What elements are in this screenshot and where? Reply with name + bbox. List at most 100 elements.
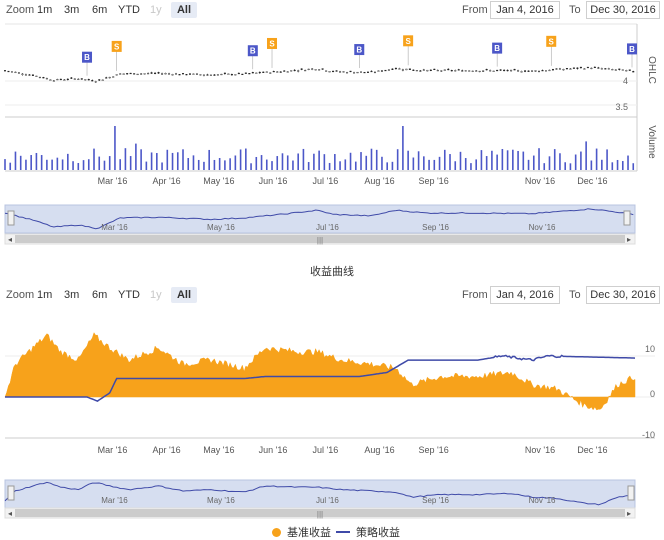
top-scroll-left-icon[interactable]: ◂ — [8, 235, 12, 244]
ohlc-candle — [464, 70, 467, 72]
volume-bar — [93, 148, 95, 170]
x-tick-label: Nov '16 — [525, 176, 555, 186]
sell-flag[interactable] — [267, 37, 278, 49]
bottom-navigator-right-handle[interactable] — [627, 485, 635, 501]
ohlc-candle — [115, 74, 118, 76]
top-x-axis: Mar '16 Apr '16 May '16 Jun '16 Jul '16 Aug '… — [98, 176, 608, 186]
ohlc-candle — [632, 71, 635, 73]
x-tick-label: Apr '16 — [152, 445, 180, 455]
volume-bar — [475, 159, 477, 170]
navigator-label: Mar '16 — [101, 223, 128, 232]
flag-label: S — [114, 42, 120, 51]
ohlc-candle — [206, 74, 209, 76]
ohlc-candle — [405, 68, 408, 71]
top-zoom-6m-button[interactable]: 6m — [92, 4, 108, 16]
buy-flag[interactable] — [82, 51, 93, 63]
x-tick-label: Jul '16 — [313, 445, 339, 455]
top-zoom-1m-button[interactable]: 1m — [37, 4, 53, 16]
ohlc-candle — [129, 72, 132, 75]
volume-bar — [506, 150, 509, 170]
top-range-from-input[interactable]: Jan 4, 2016 — [490, 1, 560, 19]
buy-flag[interactable] — [354, 44, 365, 56]
bottom-range-to-input[interactable]: Dec 30, 2016 — [586, 286, 660, 304]
volume-bar — [239, 149, 242, 170]
bottom-navigator-left-handle[interactable] — [7, 485, 15, 501]
top-range-to-input[interactable]: Dec 30, 2016 — [586, 1, 660, 19]
top-navigator-right-handle[interactable] — [623, 210, 631, 226]
ohlc-candle — [209, 74, 212, 76]
sell-flag[interactable] — [111, 40, 122, 52]
buy-flag[interactable] — [492, 42, 503, 54]
volume-bar — [9, 162, 12, 170]
bottom-range-to-label: To — [569, 289, 581, 301]
bottom-navigator[interactable] — [4, 479, 636, 509]
bottom-scrollbar-thumb[interactable] — [15, 509, 625, 517]
ohlc-candle — [600, 68, 603, 70]
volume-bar — [527, 159, 530, 170]
volume-bar — [407, 150, 409, 170]
volume-bar — [423, 156, 425, 170]
ohlc-candle — [17, 72, 20, 74]
top-scrollbar-thumb[interactable] — [15, 235, 625, 243]
top-zoom-1y-button[interactable]: 1y — [150, 4, 162, 16]
legend-item-strategy[interactable]: 策略收益 — [336, 524, 400, 540]
flag-label: B — [250, 47, 256, 56]
buy-flag[interactable] — [247, 45, 258, 57]
ohlc-candle — [377, 70, 380, 72]
top-zoom-label: Zoom — [6, 4, 35, 16]
bottom-scroll-right-icon[interactable]: ▸ — [627, 509, 631, 518]
ohlc-candle — [202, 74, 205, 76]
top-scroll-grip-icon: ||| — [317, 236, 323, 245]
x-tick-label: May '16 — [203, 176, 234, 186]
ohlc-candle — [478, 70, 481, 73]
legend-item-benchmark[interactable]: 基准收益 — [272, 524, 331, 540]
bottom-range-from-input[interactable]: Jan 4, 2016 — [490, 286, 560, 304]
volume-bar — [30, 155, 32, 170]
ohlc-candle — [429, 69, 432, 71]
bottom-zoom-6m-button[interactable]: 6m — [92, 289, 108, 301]
ohlc-candle — [140, 73, 143, 75]
ohlc-candle — [150, 72, 153, 74]
ohlc-candle — [611, 69, 614, 71]
ohlc-candle — [590, 67, 593, 70]
top-zoom-all-button[interactable]: All — [171, 2, 197, 18]
top-scroll-right-icon[interactable]: ▸ — [627, 235, 631, 244]
volume-axis-title: Volume — [646, 125, 657, 159]
buy-flag[interactable] — [627, 43, 637, 55]
top-zoom-3m-button[interactable]: 3m — [64, 4, 80, 16]
sell-flag[interactable] — [546, 35, 557, 47]
ohlc-candle — [45, 78, 48, 80]
volume-bar — [313, 153, 315, 170]
ohlc-candle — [304, 69, 307, 72]
ohlc-candle — [70, 77, 73, 79]
ohlc-candle — [558, 68, 561, 70]
bottom-zoom-ytd-button[interactable]: YTD — [118, 289, 140, 301]
ohlc-candle — [412, 69, 415, 71]
bottom-zoom-all-button[interactable]: All — [171, 287, 197, 303]
bottom-zoom-3m-button[interactable]: 3m — [64, 289, 80, 301]
volume-bar — [480, 150, 483, 170]
volume-bar — [265, 159, 268, 170]
bottom-zoom-1y-button[interactable]: 1y — [150, 289, 162, 301]
volume-bar — [61, 159, 64, 170]
bottom-zoom-1m-button[interactable]: 1m — [37, 289, 53, 301]
sell-flag[interactable] — [403, 35, 414, 47]
volume-bar — [559, 153, 561, 170]
ohlc-candle — [195, 73, 198, 75]
ohlc-candle — [59, 78, 62, 81]
ohlc-candle — [161, 73, 164, 75]
ohlc-candle — [538, 70, 541, 73]
ohlc-candle — [188, 73, 191, 75]
volume-bar — [381, 156, 383, 170]
navigator-label: Nov '16 — [529, 223, 556, 232]
volume-bar — [496, 154, 498, 170]
bottom-navigator-labels: Mar '16 May '16 Jul '16 Sep '16 Nov '16 — [101, 496, 556, 505]
volume-bar — [40, 155, 43, 170]
top-navigator-left-handle[interactable] — [7, 210, 15, 226]
top-zoom-ytd-button[interactable]: YTD — [118, 4, 140, 16]
ohlc-candle — [618, 68, 621, 70]
top-navigator[interactable] — [4, 204, 636, 234]
volume-bar — [375, 149, 378, 170]
x-tick-label: Jul '16 — [313, 176, 339, 186]
bottom-scroll-left-icon[interactable]: ◂ — [8, 509, 12, 518]
